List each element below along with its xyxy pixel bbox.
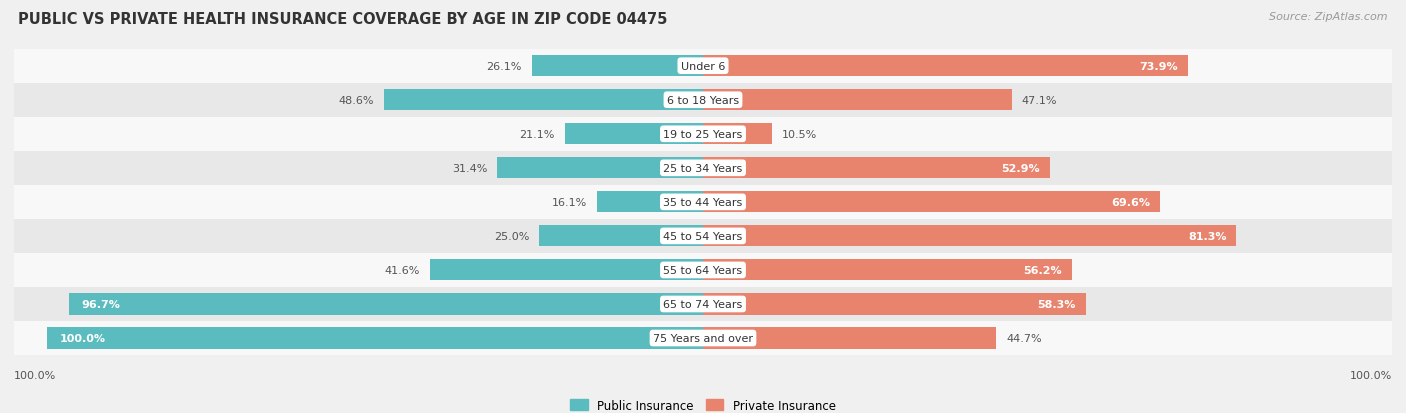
Text: 56.2%: 56.2% [1024,265,1062,275]
Bar [538,226,703,247]
Text: 25 to 34 Years: 25 to 34 Years [664,164,742,173]
Bar [703,90,1012,111]
Bar [14,117,1392,152]
Bar [14,83,1392,117]
Text: 58.3%: 58.3% [1038,299,1076,309]
Text: 19 to 25 Years: 19 to 25 Years [664,129,742,140]
Text: 100.0%: 100.0% [1350,370,1392,380]
Bar [565,124,703,145]
Legend: Public Insurance, Private Insurance: Public Insurance, Private Insurance [565,394,841,413]
Bar [69,294,703,315]
Bar [598,192,703,213]
Bar [14,50,1392,83]
Bar [703,192,1160,213]
Bar [14,152,1392,185]
Text: 35 to 44 Years: 35 to 44 Years [664,197,742,207]
Text: PUBLIC VS PRIVATE HEALTH INSURANCE COVERAGE BY AGE IN ZIP CODE 04475: PUBLIC VS PRIVATE HEALTH INSURANCE COVER… [18,12,668,27]
Text: 26.1%: 26.1% [486,62,522,71]
Text: 52.9%: 52.9% [1001,164,1040,173]
Bar [703,328,997,349]
Text: 75 Years and over: 75 Years and over [652,333,754,343]
Bar [14,219,1392,253]
Bar [14,185,1392,219]
Text: 47.1%: 47.1% [1022,95,1057,105]
Bar [703,158,1050,179]
Text: 73.9%: 73.9% [1139,62,1178,71]
Bar [703,124,772,145]
Text: 16.1%: 16.1% [553,197,588,207]
Bar [46,328,703,349]
Text: Source: ZipAtlas.com: Source: ZipAtlas.com [1270,12,1388,22]
Text: 21.1%: 21.1% [519,129,555,140]
Text: 96.7%: 96.7% [82,299,121,309]
Bar [14,253,1392,287]
Text: 55 to 64 Years: 55 to 64 Years [664,265,742,275]
Text: 25.0%: 25.0% [494,231,529,241]
Bar [14,287,1392,321]
Text: 69.6%: 69.6% [1111,197,1150,207]
Bar [703,226,1236,247]
Bar [703,260,1071,281]
Text: 41.6%: 41.6% [385,265,420,275]
Text: 48.6%: 48.6% [339,95,374,105]
Bar [496,158,703,179]
Text: 100.0%: 100.0% [60,333,105,343]
Bar [384,90,703,111]
Bar [14,321,1392,355]
Bar [703,294,1085,315]
Text: 44.7%: 44.7% [1007,333,1042,343]
Text: 10.5%: 10.5% [782,129,817,140]
Bar [430,260,703,281]
Bar [703,56,1188,77]
Text: 81.3%: 81.3% [1188,231,1226,241]
Text: 45 to 54 Years: 45 to 54 Years [664,231,742,241]
Bar [531,56,703,77]
Text: 6 to 18 Years: 6 to 18 Years [666,95,740,105]
Text: Under 6: Under 6 [681,62,725,71]
Text: 100.0%: 100.0% [14,370,56,380]
Text: 65 to 74 Years: 65 to 74 Years [664,299,742,309]
Text: 31.4%: 31.4% [451,164,486,173]
